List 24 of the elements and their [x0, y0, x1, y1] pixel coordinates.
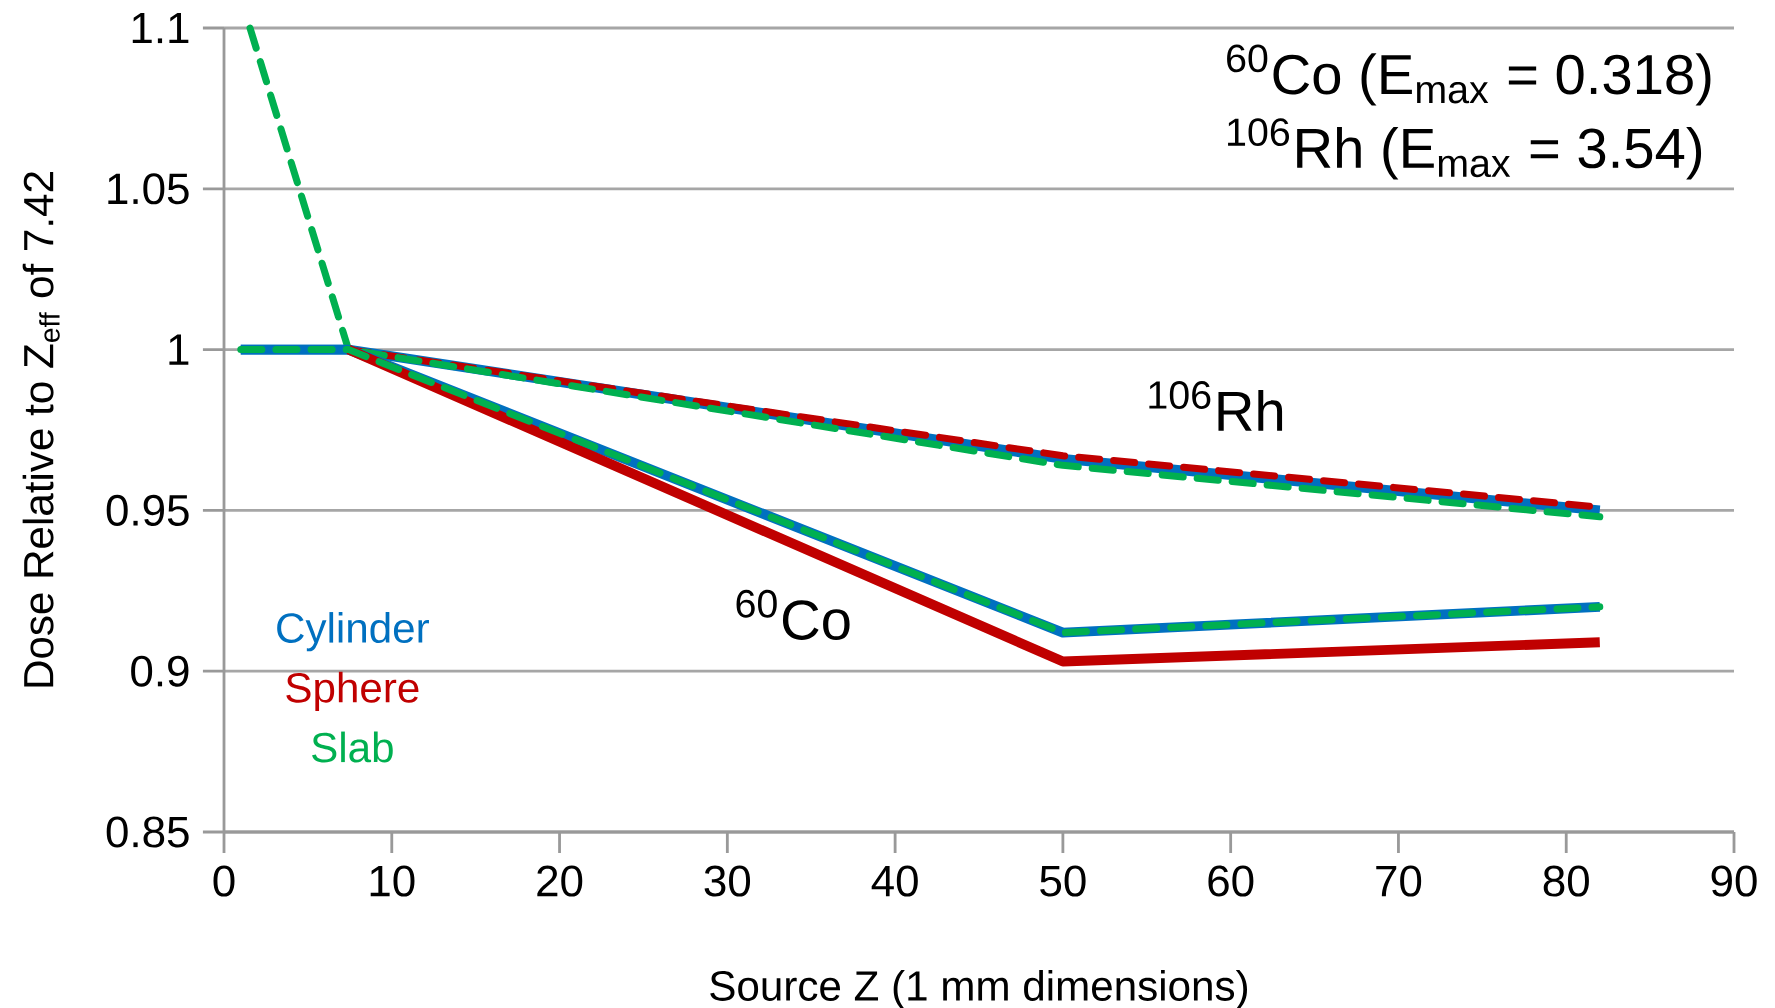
x-tick-label: 10: [370, 865, 415, 897]
x-tick-label: 70: [1376, 865, 1422, 897]
y-tick-label: 0.95: [106, 494, 189, 526]
x-tick-label: 50: [1040, 865, 1086, 897]
y-tick-label: 1.1: [132, 12, 189, 44]
x-tick-label: 30: [704, 865, 751, 897]
text: Slab: [312, 731, 393, 763]
x-tick-label: 0: [213, 865, 235, 897]
x-tick-label: 90: [1711, 865, 1757, 897]
y-tick-label: 1.05: [108, 173, 189, 205]
text: Sphere: [286, 671, 419, 712]
annotation: $^{106}$Rh (E$_{max}$ = 3.54): [1228, 118, 1702, 180]
y-tick-label: 0.9: [131, 655, 189, 687]
y-axis-title: Dose Relative to Z$_{eff}$ of 7.42: [22, 172, 60, 687]
annotation: $^{60}$Co (E$_{max}$ = 0.318): [1227, 44, 1711, 106]
annotation: $^{60}$Co: [736, 589, 850, 640]
x-tick-label: 40: [871, 865, 918, 897]
y-tick-label: 1: [169, 334, 189, 365]
x-tick-label: 80: [1543, 865, 1589, 897]
y-tick-label: 0.85: [106, 816, 189, 848]
x-tick-label: 20: [537, 865, 583, 897]
text: Cylinder: [277, 612, 429, 652]
x-tick-label: 60: [1208, 865, 1254, 897]
annotation: $^{106}$Rh: [1149, 381, 1283, 431]
